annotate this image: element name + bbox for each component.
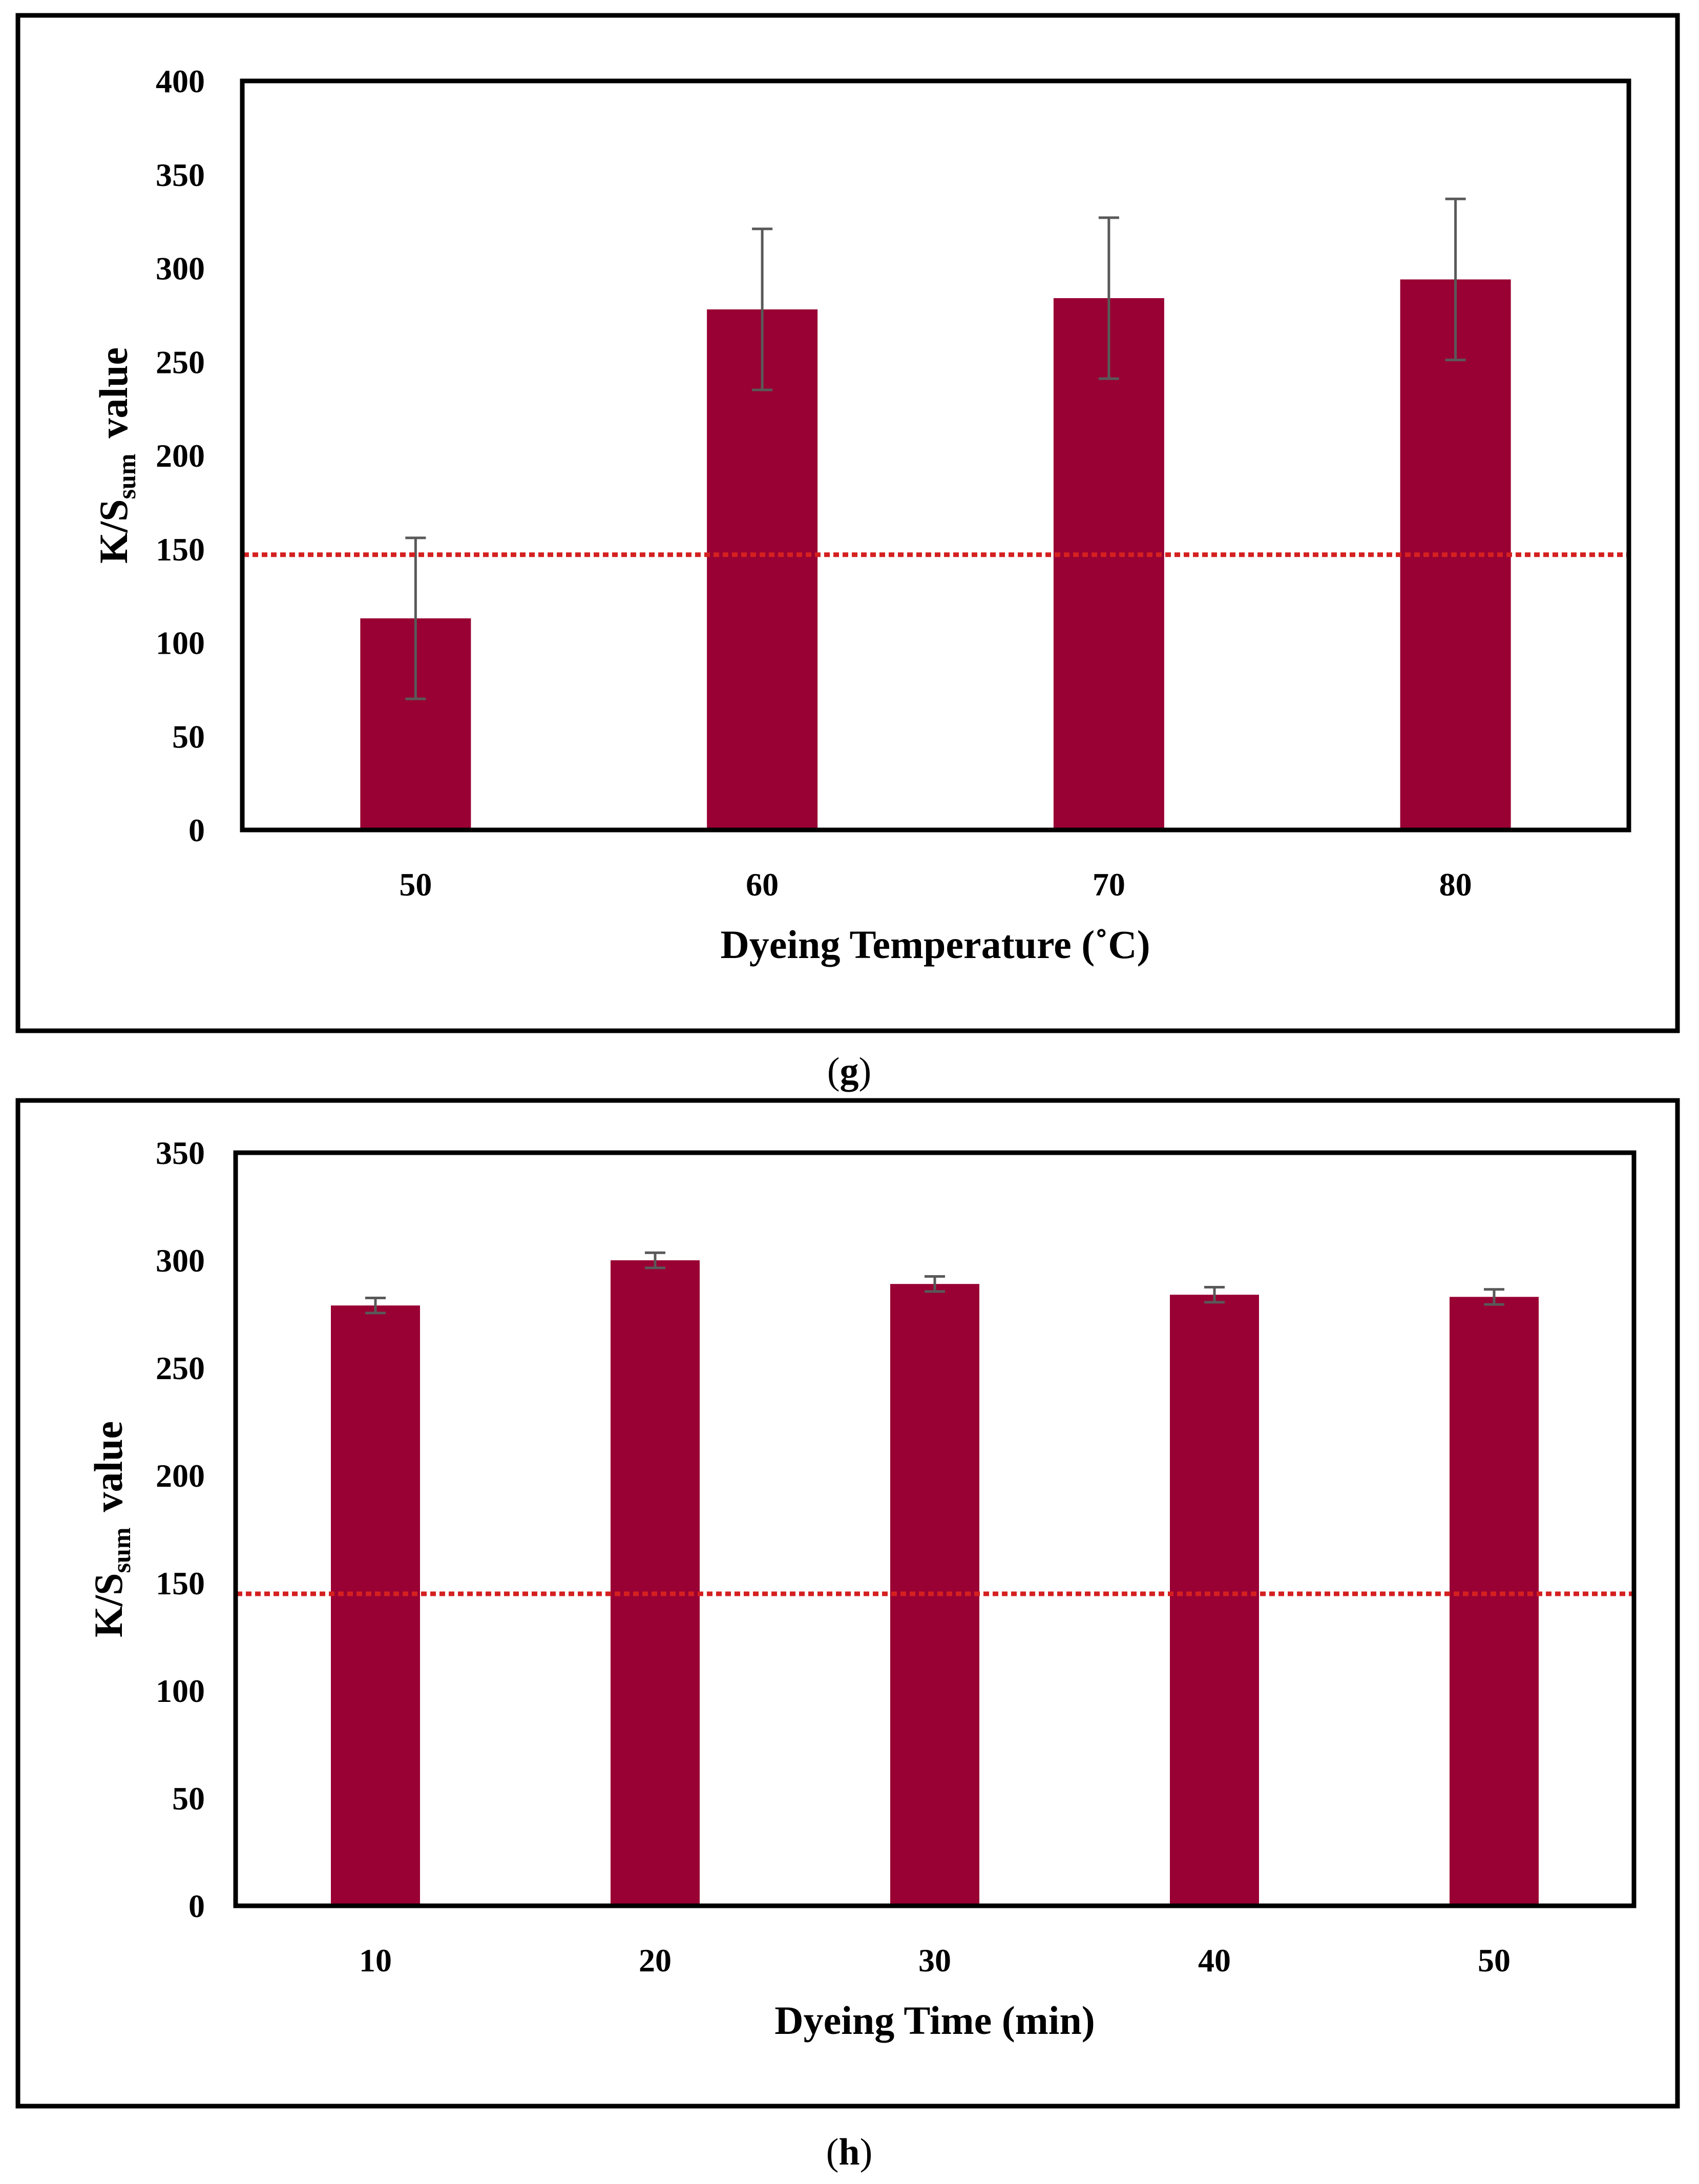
bar (611, 1260, 700, 1906)
x-tick-label: 70 (1093, 866, 1125, 903)
chart-panel-g: K/Ssum value Dyeing Temperature (˚C) 0 50 1… (15, 13, 1680, 1033)
y-axis-label-sub: sum (107, 1528, 136, 1573)
bar (1170, 1295, 1259, 1906)
plot-frame-overlay (240, 78, 1631, 833)
x-tick-label: 80 (1439, 866, 1472, 903)
caption-close: ) (859, 1050, 872, 1092)
x-tick-label: 10 (359, 1942, 392, 1979)
panel-frame (15, 1098, 1680, 2109)
y-tick-label: 200 (156, 438, 205, 474)
y-tick-label: 250 (156, 1350, 205, 1386)
y-axis-label-tail: value (91, 347, 136, 439)
caption-letter: g (840, 1050, 859, 1092)
y-axis-label-main: K/S (86, 1573, 131, 1637)
y-tick-label: 50 (172, 1780, 205, 1817)
x-axis-title: Dyeing Temperature (˚C) (720, 922, 1150, 967)
panel-caption-g: (g) (827, 1050, 871, 1092)
y-tick-label: 200 (156, 1458, 205, 1494)
y-axis-label: K/Ssum value (86, 1421, 136, 1637)
y-tick-label: 100 (156, 625, 205, 661)
y-tick-label: 350 (156, 1135, 205, 1171)
x-tick-label: 50 (1478, 1942, 1511, 1979)
y-tick-label: 150 (156, 531, 205, 568)
y-tick-label: 50 (172, 718, 205, 755)
caption-open: ( (826, 2131, 839, 2173)
x-tick-label: 60 (746, 866, 779, 903)
y-axis-label: K/Ssum value (91, 347, 141, 564)
bar (331, 1305, 420, 1906)
y-axis-label-sub: sum (112, 454, 141, 500)
y-axis-label-main: K/S (91, 499, 136, 564)
y-tick-label: 300 (156, 1242, 205, 1279)
y-tick-label: 0 (188, 1888, 205, 1924)
bar (707, 309, 818, 830)
y-tick-label: 300 (156, 251, 205, 287)
y-tick-label: 100 (156, 1673, 205, 1709)
y-tick-label: 350 (156, 157, 205, 193)
x-tick-label: 40 (1198, 1942, 1231, 1979)
panel-caption-h: (h) (826, 2131, 872, 2173)
y-tick-label: 150 (156, 1565, 205, 1601)
bar (1450, 1297, 1539, 1906)
chart-panel-h: K/Ssum value Dyeing Time (min) 0 50 100 150 2… (15, 1098, 1680, 2109)
x-tick-label: 30 (918, 1942, 951, 1979)
caption-open: ( (827, 1050, 840, 1092)
caption-letter: h (838, 2131, 859, 2173)
x-axis-title: Dyeing Time (min) (774, 1998, 1095, 2043)
panel-frame (15, 13, 1680, 1033)
bar (1053, 298, 1164, 830)
y-tick-label: 400 (156, 63, 205, 99)
y-tick-label: 0 (188, 812, 205, 848)
y-axis-label-tail: value (86, 1421, 131, 1512)
svg-text:K/Ssumvalue: K/Ssum value (91, 347, 141, 564)
y-tick-label: 250 (156, 344, 205, 380)
x-tick-label: 20 (639, 1942, 672, 1979)
caption-close: ) (860, 2131, 873, 2173)
x-tick-label: 50 (399, 866, 432, 903)
plot-frame-overlay (233, 1150, 1637, 1908)
svg-text:K/Ssumvalue: K/Ssum value (86, 1421, 136, 1637)
